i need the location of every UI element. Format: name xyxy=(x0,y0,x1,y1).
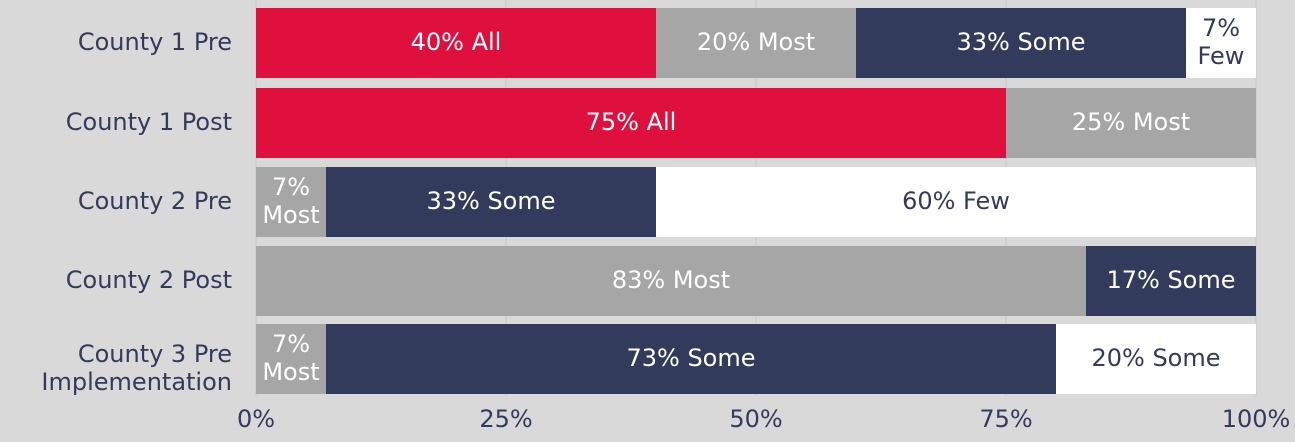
data-label: 33% Some xyxy=(956,28,1085,56)
bar-segment xyxy=(326,324,1056,394)
data-label: 7% Most xyxy=(262,330,319,386)
y-tick-label: County 2 Pre xyxy=(78,187,232,215)
data-label: 83% Most xyxy=(612,266,730,294)
bar-segment xyxy=(256,324,326,394)
data-label: 7% Most xyxy=(262,173,319,229)
bar-segment xyxy=(1056,324,1256,394)
bar-segment xyxy=(1006,88,1256,158)
y-tick-label: County 1 Pre xyxy=(78,28,232,56)
data-label: 20% Some xyxy=(1091,344,1220,372)
bar-segment xyxy=(256,167,326,237)
x-tick-label: 0% xyxy=(237,405,275,433)
y-tick-label: County 3 Pre Implementation xyxy=(41,340,232,396)
bar-segment xyxy=(656,8,856,78)
data-label: 40% All xyxy=(411,28,502,56)
bar-segment xyxy=(326,167,656,237)
data-label: 75% All xyxy=(586,108,677,136)
y-tick-label: County 1 Post xyxy=(66,108,232,136)
data-label: 7% Few xyxy=(1198,14,1245,70)
x-tick-label: 100% xyxy=(1222,405,1291,433)
x-tick-label: 75% xyxy=(979,405,1032,433)
data-label: 17% Some xyxy=(1106,266,1235,294)
y-tick-label: County 2 Post xyxy=(66,266,232,294)
bar-segment xyxy=(1086,246,1256,316)
data-label: 73% Some xyxy=(626,344,755,372)
x-tick-label: 25% xyxy=(479,405,532,433)
data-label: 33% Some xyxy=(426,187,555,215)
bar-segment xyxy=(856,8,1186,78)
bar-segment xyxy=(1186,8,1256,78)
data-label: 60% Few xyxy=(902,187,1010,215)
data-label: 25% Most xyxy=(1072,108,1190,136)
x-tick-label: 50% xyxy=(729,405,782,433)
bar-segment xyxy=(256,88,1006,158)
bar-segment xyxy=(656,167,1256,237)
bar-segment xyxy=(256,8,656,78)
data-label: 20% Most xyxy=(697,28,815,56)
bar-segment xyxy=(256,246,1086,316)
